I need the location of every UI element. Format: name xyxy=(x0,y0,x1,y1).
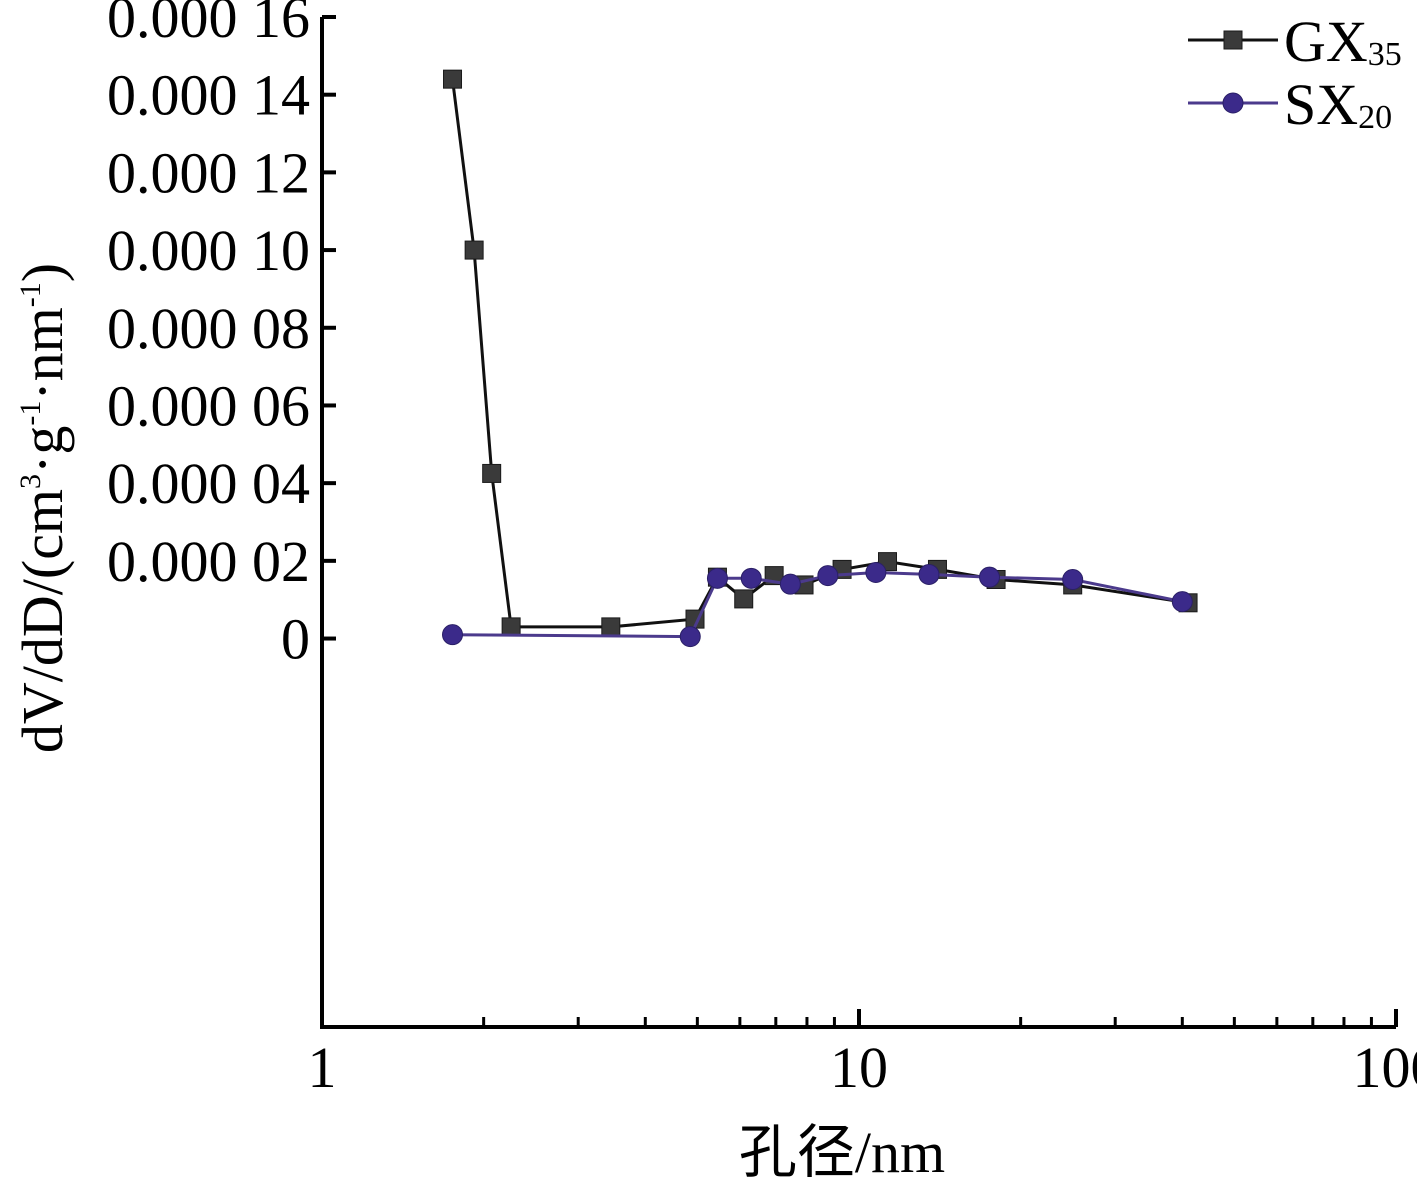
series-line xyxy=(451,79,1189,629)
x-tick-label: 1 xyxy=(308,1035,337,1100)
ylabel-sup-1: -1 xyxy=(14,401,47,426)
circle-marker xyxy=(865,562,887,583)
y-tick-label: 0.000 14 xyxy=(107,63,310,128)
x-axis-title: 孔径/nm xyxy=(739,1120,945,1181)
y-tick-label: 0.000 12 xyxy=(107,140,310,205)
ylabel-part-2: ·g xyxy=(10,426,75,474)
circle-marker xyxy=(979,566,1001,588)
circle-marker xyxy=(817,565,839,587)
y-axis-title: dV/dD/(cm3·g-1·nm-1) xyxy=(10,263,75,753)
y-tick-label: 0.000 08 xyxy=(107,296,310,361)
ylabel-part-4: ·nm xyxy=(10,307,75,400)
circle-marker xyxy=(779,573,801,595)
circle-marker xyxy=(442,624,464,646)
circle-marker xyxy=(740,567,762,589)
circle-marker xyxy=(1222,92,1244,114)
y-tick-label: 0.000 06 xyxy=(107,373,310,438)
x-tick-label: 10 xyxy=(830,1035,888,1100)
legend-item-sx20: SX20 xyxy=(1188,72,1392,137)
square-marker xyxy=(1223,30,1243,50)
y-tick-label: 0 xyxy=(281,607,310,672)
legend-item-gx35: GX35 xyxy=(1188,9,1402,74)
ylabel-sup-2: -1 xyxy=(14,282,47,307)
ylabel-part-0: dV/dD/(cm xyxy=(10,489,75,753)
series-layer xyxy=(442,69,1198,648)
y-tick-label: 0.000 16 xyxy=(107,0,310,50)
square-marker xyxy=(443,69,463,89)
legend-label: SX20 xyxy=(1284,72,1392,137)
x-tick-label: 100 xyxy=(1353,1035,1417,1100)
series-gx35 xyxy=(443,69,1198,637)
circle-marker xyxy=(918,563,940,585)
square-marker xyxy=(734,589,754,609)
circle-marker xyxy=(1171,591,1193,613)
circle-marker xyxy=(679,626,701,648)
y-axis-title-text: dV/dD/(cm3·g-1·nm-1) xyxy=(10,263,75,753)
square-marker xyxy=(464,240,484,260)
y-tick-label: 0.000 04 xyxy=(107,451,310,516)
square-marker xyxy=(482,463,502,483)
ylabel-sup-0: 3 xyxy=(14,474,47,489)
y-tick-label: 0.000 02 xyxy=(107,529,310,594)
series-sx20 xyxy=(442,562,1193,648)
legend-label: GX35 xyxy=(1284,9,1402,74)
square-marker xyxy=(501,617,521,637)
y-tick-label: 0.000 10 xyxy=(107,218,310,283)
axes: 0 0.000 02 0.000 04 0.000 06 0.000 08 0.000 1… xyxy=(107,0,1417,1100)
ylabel-part-6: ) xyxy=(10,263,75,282)
square-marker xyxy=(601,617,621,637)
circle-marker xyxy=(1062,568,1084,590)
circle-marker xyxy=(706,567,728,589)
